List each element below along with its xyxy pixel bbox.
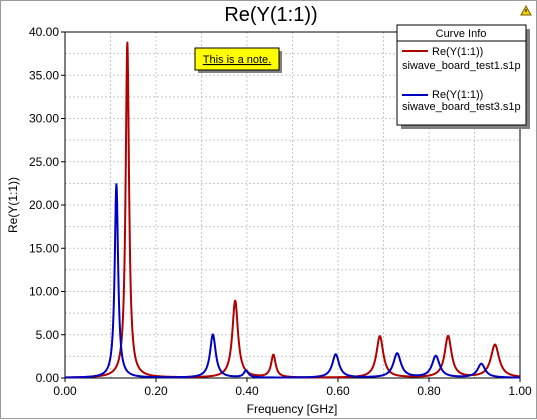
- y-tick-label: 30.00: [29, 112, 59, 126]
- y-axis-label: Re(Y(1:1)): [6, 177, 20, 233]
- y-tick-label: 20.00: [29, 198, 59, 212]
- note-text: This is a note.: [203, 54, 271, 66]
- y-tick-label: 0.00: [36, 371, 60, 385]
- x-tick-label: 1.00: [508, 384, 532, 398]
- chart-options-icon[interactable]: [520, 4, 532, 16]
- y-tick-label: 25.00: [29, 155, 59, 169]
- legend-source-series-2: siwave_board_test3.s1p: [402, 101, 521, 113]
- y-tick-label: 10.00: [29, 285, 59, 299]
- legend-label-series-2: Re(Y(1:1)): [432, 89, 483, 101]
- legend-title: Curve Info: [436, 28, 487, 40]
- x-tick-label: 0.80: [417, 384, 441, 398]
- y-tick-label: 5.00: [36, 328, 60, 342]
- y-tick-label: 40.00: [29, 25, 59, 39]
- legend-source-series-1: siwave_board_test1.s1p: [402, 60, 521, 72]
- series-line-2: [64, 183, 521, 379]
- x-tick-label: 0.40: [235, 384, 259, 398]
- x-tick-label: 0.00: [53, 384, 77, 398]
- y-tick-label: 35.00: [29, 68, 59, 82]
- legend-label-series-1: Re(Y(1:1)): [432, 46, 483, 58]
- y-tick-label: 15.00: [29, 241, 59, 255]
- note-box[interactable]: This is a note.: [194, 47, 282, 73]
- x-tick-label: 0.60: [326, 384, 350, 398]
- x-tick-label: 0.20: [144, 384, 168, 398]
- x-axis-label: Frequency [GHz]: [247, 402, 338, 416]
- legend[interactable]: Curve Info Re(Y(1:1)) siwave_board_test1…: [396, 24, 530, 129]
- chart-title: Re(Y(1:1)): [224, 4, 317, 26]
